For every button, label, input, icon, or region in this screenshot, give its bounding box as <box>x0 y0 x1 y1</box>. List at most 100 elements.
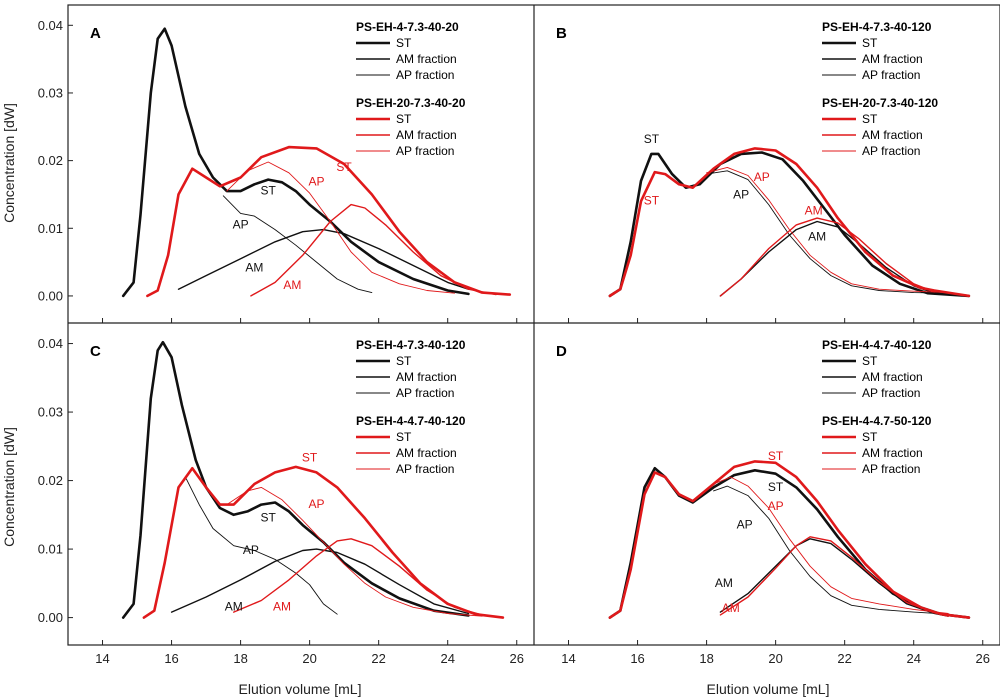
series-line-black-ap <box>222 195 373 294</box>
annotation-ap: AP <box>733 188 749 202</box>
legend-item-label: ST <box>862 354 878 368</box>
panel-letter: C <box>90 343 101 360</box>
annotation-st: ST <box>768 449 784 463</box>
series-line-black-am <box>719 220 936 297</box>
legend-item-label: ST <box>396 354 412 368</box>
legend-item-label: AM fraction <box>396 370 457 384</box>
series-line-red-st <box>146 145 512 298</box>
annotation-am: AM <box>273 600 291 614</box>
series-line-black-am <box>719 538 949 617</box>
series-line-red-am <box>719 536 949 617</box>
legend-item-label: ST <box>396 36 412 50</box>
annotation-st: ST <box>261 511 277 525</box>
series-line-red-am <box>233 538 483 616</box>
legend-item-label: AM fraction <box>862 370 923 384</box>
x-axis-title-right: Elution volume [mL] <box>707 681 830 697</box>
annotation-am: AM <box>225 600 243 614</box>
annotation-st: ST <box>768 480 784 494</box>
series-line-red-st <box>608 460 971 619</box>
legend-item-label: AP fraction <box>396 462 454 476</box>
legend-item-label: ST <box>862 112 878 126</box>
legend-item-label: AP fraction <box>862 386 920 400</box>
annotation-am: AM <box>722 601 740 615</box>
legend-item-label: AM fraction <box>396 128 457 142</box>
x-tick-label: 16 <box>630 651 644 666</box>
panel-letter: B <box>556 25 567 42</box>
legend-group-title: PS-EH-4-7.3-40-120 <box>822 20 932 34</box>
legend-group-title: PS-EH-4-7.3-40-120 <box>356 338 466 352</box>
x-tick-label: 20 <box>302 651 316 666</box>
x-axis-title-left: Elution volume [mL] <box>239 681 362 697</box>
y-tick-label: 0.04 <box>38 336 63 351</box>
series-line-black-st <box>121 340 470 619</box>
legend-item-label: AP fraction <box>396 68 454 82</box>
x-tick-label: 18 <box>233 651 247 666</box>
legend-group-title: PS-EH-20-7.3-40-20 <box>356 96 466 110</box>
legend-group-title: PS-EH-20-7.3-40-120 <box>822 96 938 110</box>
legend-item-label: ST <box>396 430 412 444</box>
legend-item-label: ST <box>862 36 878 50</box>
x-tick-label: 24 <box>906 651 920 666</box>
annotation-ap: AP <box>754 170 770 184</box>
y-axis-title-top: Concentration [dW] <box>1 103 17 223</box>
series-line-red-ap <box>226 486 483 617</box>
legend-group-title: PS-EH-4-7.3-40-20 <box>356 20 459 34</box>
annotation-ap: AP <box>308 175 324 189</box>
y-tick-label: 0.01 <box>38 221 63 236</box>
legend-group-title: PS-EH-4-4.7-40-120 <box>356 414 466 428</box>
y-tick-label: 0.00 <box>38 288 63 303</box>
y-tick-label: 0.03 <box>38 405 63 420</box>
annotation-ap: AP <box>243 543 259 557</box>
series-line-red-am <box>250 203 497 297</box>
panel-letter: A <box>90 25 101 42</box>
legend-item-label: AM fraction <box>862 128 923 142</box>
y-tick-label: 0.04 <box>38 18 63 33</box>
x-tick-label: 26 <box>510 651 524 666</box>
legend-item-label: AP fraction <box>862 144 920 158</box>
series-line-red-ap <box>713 476 949 614</box>
legend-item-label: AM fraction <box>396 446 457 460</box>
legend-item-label: AP fraction <box>396 144 454 158</box>
series-line-black-st <box>608 151 971 298</box>
axes-layer: 14 16 18 20 22 24 26 14 16 18 20 22 24 26 0.00 0.01 0.02… <box>38 4 1000 666</box>
legend-item-label: AP fraction <box>862 462 920 476</box>
annotation-ap: AP <box>737 518 753 532</box>
annotation-am: AM <box>715 576 733 590</box>
legend-group-title: PS-EH-4-4.7-40-120 <box>822 338 932 352</box>
y-tick-label: 0.01 <box>38 542 63 557</box>
y-tick-label: 0.00 <box>38 610 63 625</box>
series-line-black-ap <box>184 476 338 615</box>
annotation-ap: AP <box>768 499 784 513</box>
series-line-black-am <box>170 548 470 615</box>
annotation-am: AM <box>808 230 826 244</box>
panel-c: ST AP AM ST AP AM C PS-EH-4-7.3-40-120 ST AM frac… <box>90 338 505 619</box>
y-tick-label: 0.02 <box>38 153 63 168</box>
series-line-black-st <box>608 466 971 619</box>
series-line-red-st <box>608 147 971 298</box>
series-line-red-am <box>719 217 936 297</box>
x-tick-label: 14 <box>95 651 109 666</box>
annotation-am: AM <box>245 261 263 275</box>
series-line-red-ap <box>226 161 456 294</box>
x-tick-label: 18 <box>699 651 713 666</box>
annotation-st: ST <box>644 132 660 146</box>
x-tick-label: 16 <box>164 651 178 666</box>
legend-item-label: ST <box>862 430 878 444</box>
legend-item-label: AP fraction <box>862 68 920 82</box>
legend-item-label: AM fraction <box>396 52 457 66</box>
x-tick-label: 14 <box>561 651 575 666</box>
panel-a: ST AP AM ST AP AM A PS-EH-4-7.3-40-20 ST AM fract… <box>90 20 512 298</box>
annotation-ap: AP <box>308 497 324 511</box>
legend-item-label: AM fraction <box>862 446 923 460</box>
legend-item-label: AP fraction <box>396 386 454 400</box>
panel-letter: D <box>556 343 567 360</box>
y-tick-label: 0.03 <box>38 85 63 100</box>
panel-b: ST AP AM ST AP AM B PS-EH-4-7.3-40-120 ST AM frac… <box>556 20 971 298</box>
annotation-st: ST <box>302 450 318 464</box>
legend-group-title: PS-EH-4-4.7-50-120 <box>822 414 932 428</box>
series-line-black-ap <box>706 170 949 294</box>
annotation-am: AM <box>283 278 301 292</box>
legend-item-label: ST <box>396 112 412 126</box>
y-axis-title-bottom: Concentration [dW] <box>1 427 17 547</box>
